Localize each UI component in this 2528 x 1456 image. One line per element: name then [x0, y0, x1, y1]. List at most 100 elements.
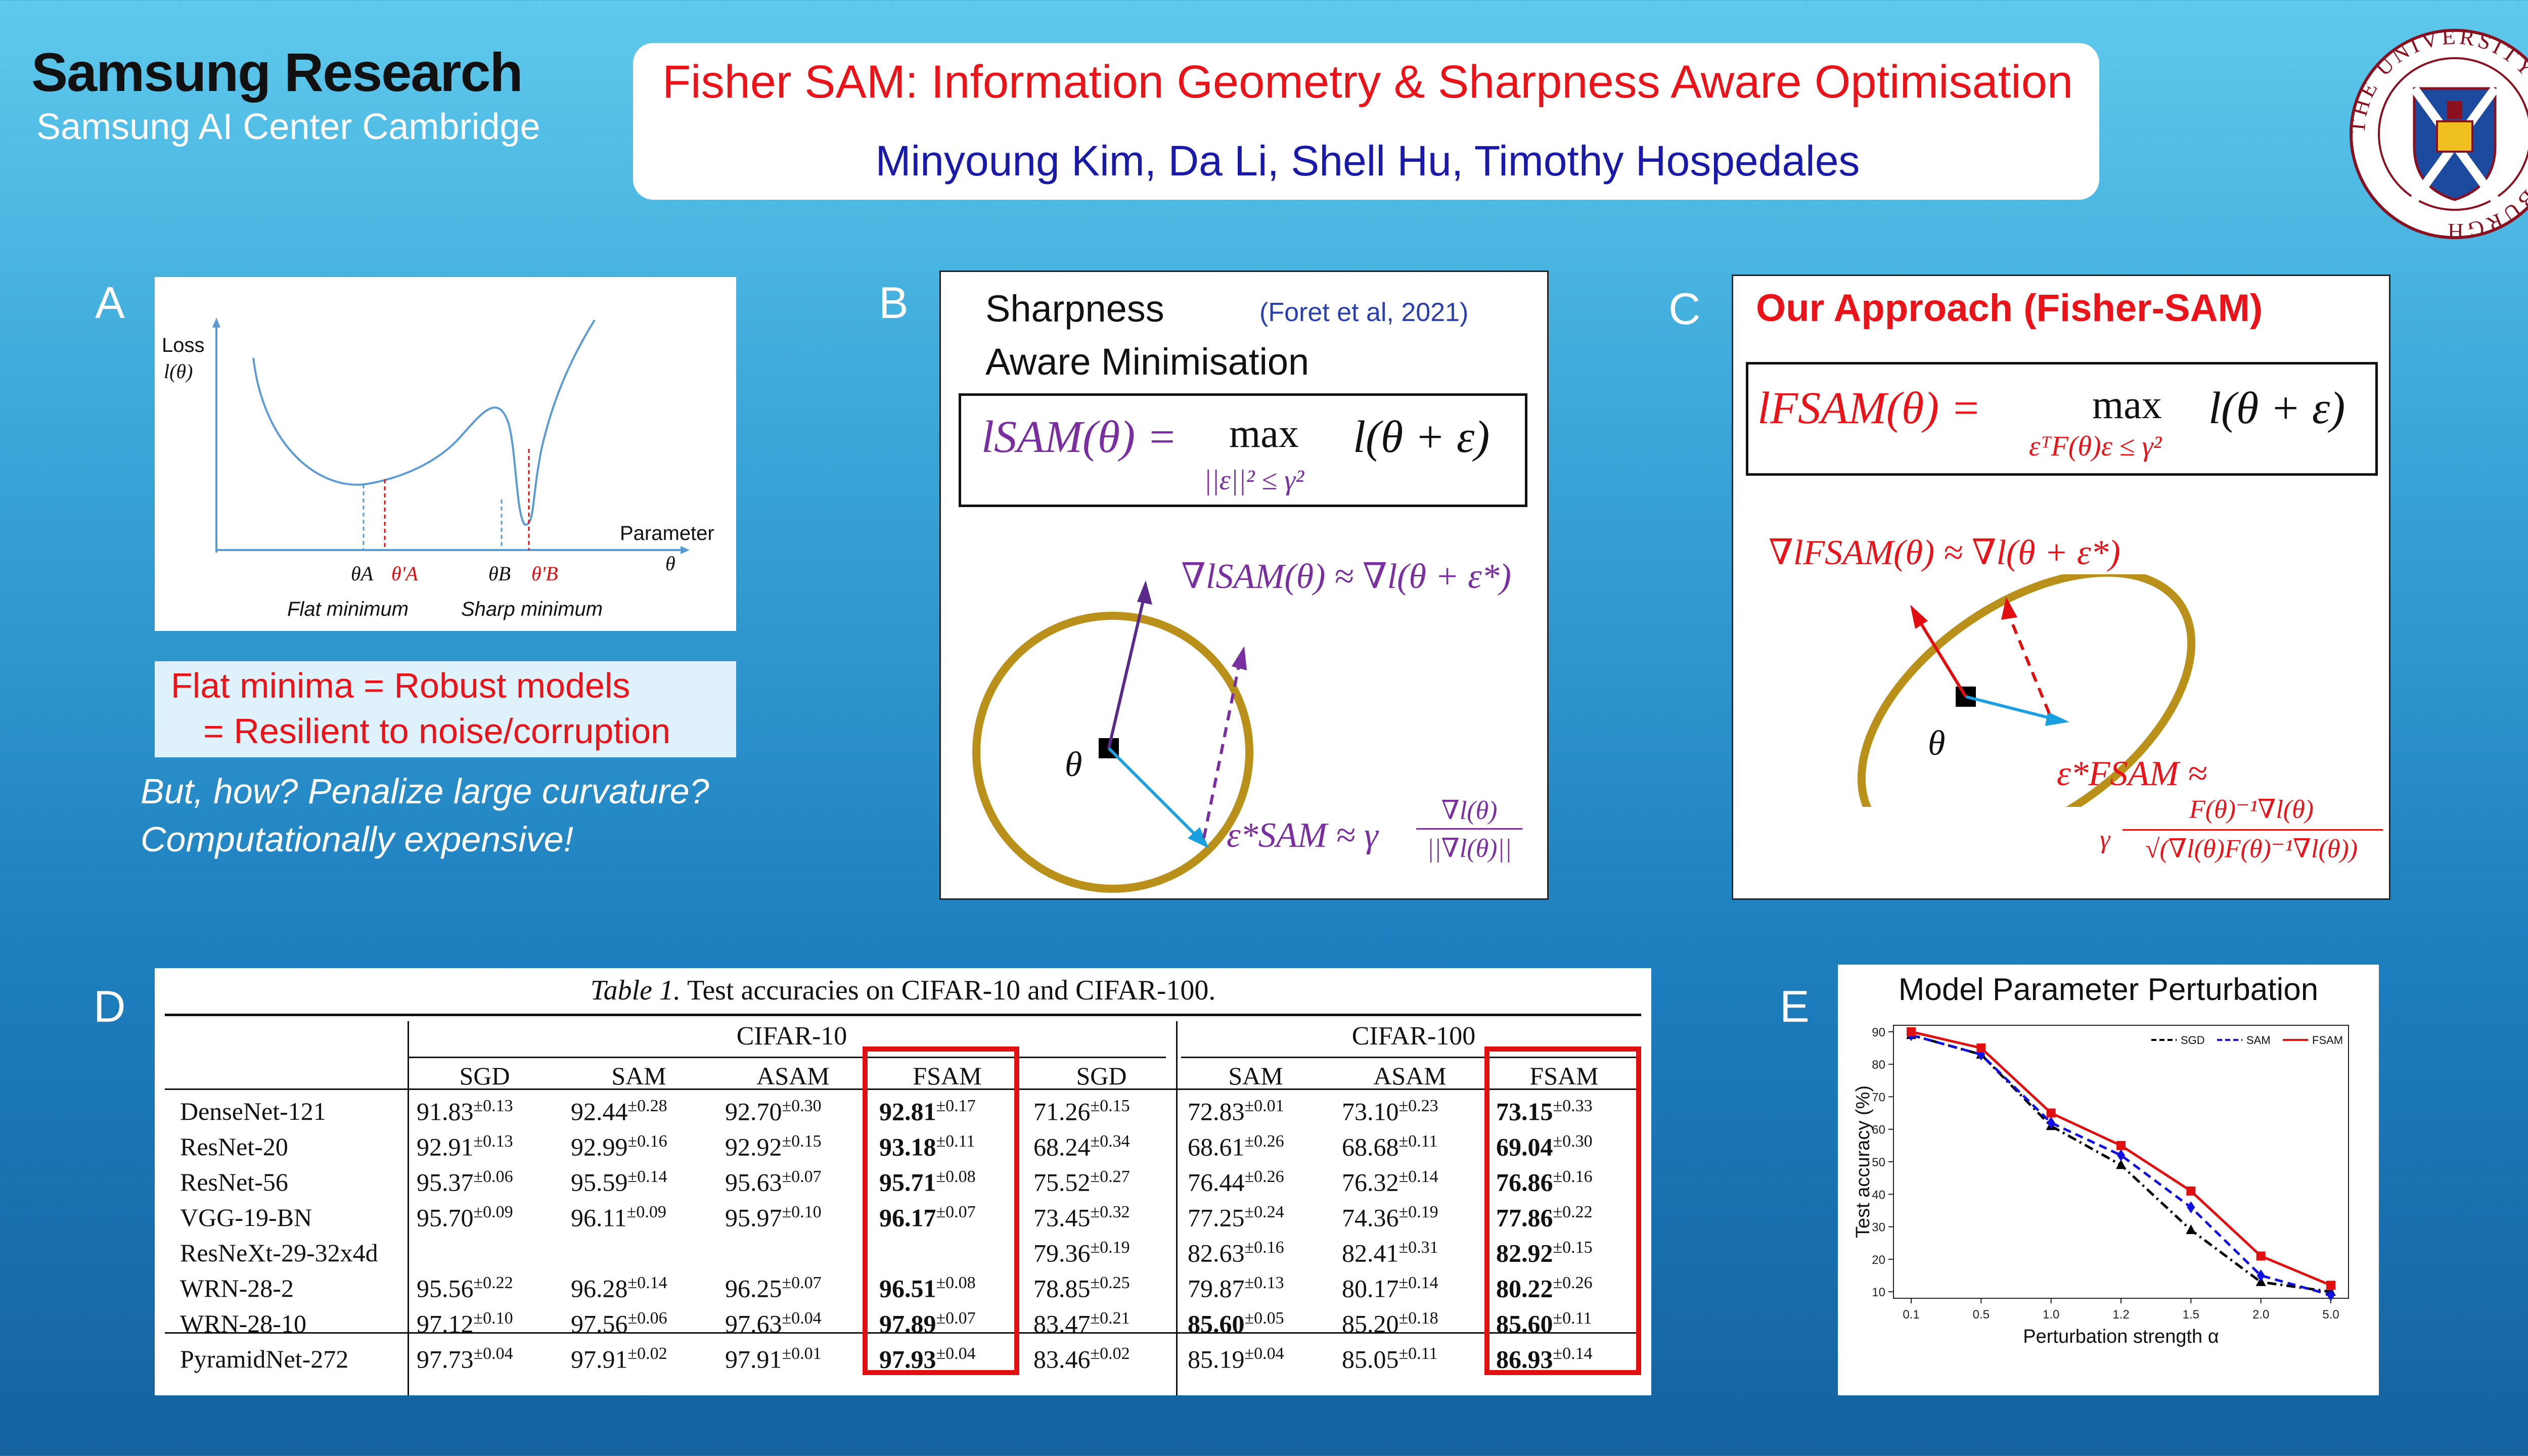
- cell-value: 72.83: [1188, 1097, 1245, 1126]
- cell-std: ±0.30: [782, 1096, 822, 1115]
- row-model-name: WRN-28-10: [180, 1309, 306, 1338]
- sam-formula: lSAM(θ) = max ||ε||² ≤ γ² l(θ + ε): [959, 393, 1527, 507]
- data-point-fsam: [1976, 1043, 1986, 1053]
- cell-value: 75.52: [1033, 1168, 1091, 1197]
- cell-value: 77.25: [1188, 1203, 1245, 1232]
- cell-value: 96.11: [571, 1203, 627, 1232]
- table-cell: 95.56±0.22: [408, 1270, 562, 1306]
- cell-std: ±0.14: [1398, 1273, 1438, 1292]
- table-cell: 96.28±0.14: [562, 1270, 716, 1306]
- cell-value: 85.19: [1188, 1345, 1245, 1374]
- fsam-epsilon-denominator: √(∇l(θ)F(θ)⁻¹∇l(θ)): [2145, 835, 2358, 863]
- table-cell: 86.93±0.14: [1487, 1341, 1641, 1377]
- cell-value: 91.83: [417, 1097, 474, 1126]
- cell-value: 95.70: [417, 1203, 474, 1232]
- cell-value: 71.26: [1033, 1097, 1091, 1126]
- cell-value: 68.68: [1342, 1132, 1399, 1161]
- table-vrule-2: [1176, 1021, 1178, 1395]
- panel-c-theta: θ: [1928, 724, 1946, 763]
- cell-value: 83.47: [1033, 1309, 1091, 1338]
- table-cell: 95.59±0.14: [562, 1164, 716, 1200]
- header-cell-empty: [165, 1058, 408, 1094]
- cell-value: 95.56: [417, 1274, 474, 1303]
- fsam-epsilon-gamma: γ: [2100, 825, 2110, 854]
- table-row: ResNet-56 95.37±0.06 95.59±0.14 95.63±0.07 9…: [165, 1164, 1641, 1200]
- table-cell: 92.70±0.30: [716, 1094, 870, 1129]
- table-cell: 82.63±0.16: [1179, 1235, 1333, 1270]
- cell-value: 76.32: [1342, 1168, 1399, 1197]
- y-tick-label: 60: [1872, 1123, 1885, 1137]
- cell-std: ±0.17: [936, 1096, 976, 1115]
- table-cell: 76.32±0.14: [1333, 1164, 1487, 1200]
- legend-label-sgd: SGD: [2181, 1034, 2205, 1046]
- cell-std: ±0.26: [1244, 1131, 1284, 1151]
- cell-std: ±0.11: [936, 1131, 975, 1151]
- y-tick-label: 30: [1872, 1221, 1885, 1235]
- table-cell: 96.11±0.09: [562, 1200, 716, 1235]
- fsam-formula-constraint: εᵀF(θ)ε ≤ γ²: [2029, 431, 2162, 462]
- table-row: WRN-28-10 97.12±0.10 97.56±0.06 97.63±0.04 9…: [165, 1306, 1641, 1341]
- cell-std: ±0.18: [1398, 1308, 1438, 1328]
- table-cell: 82.41±0.31: [1333, 1235, 1487, 1270]
- sam-fraction-bar: [1416, 828, 1522, 830]
- svg-text:θ: θ: [665, 552, 675, 575]
- cell-value: 85.60: [1188, 1309, 1245, 1338]
- table-cell: 97.73±0.04: [408, 1341, 562, 1377]
- table-cell: 85.19±0.04: [1179, 1341, 1333, 1377]
- table-header-rule: [165, 1088, 1641, 1090]
- panel-a-figure: Loss l(θ) Parameter θ θA θ'A θB θ'B Flat…: [155, 277, 736, 631]
- group-header-cifar10: CIFAR-10: [736, 1022, 847, 1051]
- table-cell: 97.63±0.04: [716, 1306, 870, 1341]
- table-cell: 68.61±0.26: [1179, 1129, 1333, 1164]
- cell-std: ±0.11: [1553, 1308, 1592, 1328]
- table-cell: 72.83±0.01: [1179, 1094, 1333, 1129]
- table-cell: 82.92±0.15: [1487, 1235, 1641, 1270]
- table-cell: 85.60±0.11: [1487, 1306, 1641, 1341]
- cell-std: ±0.27: [1090, 1167, 1130, 1186]
- cell-std: ±0.08: [936, 1167, 976, 1186]
- panel-b-title-line1: Sharpness: [985, 288, 1164, 330]
- cell-value: 73.10: [1342, 1097, 1399, 1126]
- cell-std: ±0.11: [1398, 1344, 1438, 1363]
- row-model-name: WRN-28-2: [180, 1274, 294, 1302]
- cell-value: 83.46: [1033, 1345, 1091, 1374]
- svg-text:θB: θB: [488, 562, 511, 585]
- table-cell: 74.36±0.19: [1333, 1200, 1487, 1235]
- table-cell: 92.99±0.16: [562, 1129, 716, 1164]
- data-point-sam: [2256, 1269, 2265, 1282]
- panel-c-figure: Our Approach (Fisher-SAM) lFSAM(θ) = max…: [1732, 275, 2390, 900]
- cell-value: 69.04: [1496, 1132, 1553, 1161]
- svg-text:Loss: Loss: [162, 334, 205, 356]
- cell-value: 73.45: [1033, 1203, 1091, 1232]
- cell-value: 95.37: [417, 1168, 474, 1197]
- table-cell: 79.36±0.19: [1024, 1235, 1179, 1270]
- table-cell: 85.60±0.05: [1179, 1306, 1333, 1341]
- table-cell: 69.04±0.30: [1487, 1129, 1641, 1164]
- y-tick-label: 20: [1872, 1253, 1885, 1267]
- table-cell: 83.47±0.21: [1024, 1306, 1179, 1341]
- panel-a-box-line1: Flat minima = Robust models: [171, 666, 630, 705]
- cell-value: 92.70: [725, 1097, 782, 1126]
- cell-std: ±0.32: [1090, 1202, 1130, 1221]
- cell-std: ±0.11: [1398, 1131, 1438, 1151]
- group-rule-cifar100: [1181, 1057, 1641, 1058]
- cell-std: ±0.04: [473, 1344, 513, 1363]
- cell-std: ±0.26: [1553, 1273, 1593, 1292]
- cell-value: 82.92: [1496, 1239, 1553, 1267]
- panel-b-figure: Sharpness Aware Minimisation (Foret et a…: [939, 270, 1549, 900]
- cell-std: ±0.14: [627, 1167, 667, 1186]
- cell-std: ±0.30: [1553, 1131, 1593, 1151]
- poster-title: Fisher SAM: Information Geometry & Sharp…: [662, 56, 2073, 108]
- table-cell: 92.44±0.28: [562, 1094, 716, 1129]
- cell-value: 93.18: [879, 1132, 936, 1161]
- cell-value: 85.60: [1496, 1309, 1553, 1338]
- group-rule-cifar10: [408, 1057, 1166, 1058]
- brand-logo-text: Samsung Research: [31, 41, 523, 103]
- cell-std: ±0.07: [936, 1202, 976, 1221]
- cell-std: ±0.07: [936, 1308, 976, 1328]
- table-cell: 92.91±0.13: [408, 1129, 562, 1164]
- svg-text:Parameter: Parameter: [620, 522, 714, 544]
- table-cell: 93.18±0.11: [870, 1129, 1024, 1164]
- column-header-c10-asam: ASAM: [756, 1062, 830, 1090]
- cell-value: 85.20: [1342, 1309, 1399, 1338]
